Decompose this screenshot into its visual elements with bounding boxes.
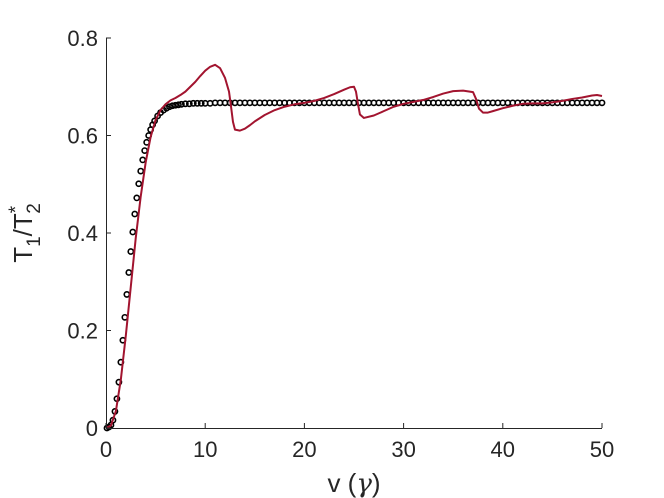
- data-point: [185, 100, 193, 108]
- x-tick-label: 10: [193, 437, 217, 462]
- data-point: [141, 147, 149, 155]
- y-tick-label: 0: [86, 416, 98, 441]
- data-point: [169, 102, 176, 110]
- x-tick-label: 40: [491, 437, 515, 462]
- x-tick-label: 30: [391, 437, 415, 462]
- axes: [106, 38, 602, 429]
- y-axis-label: T1/T*2: [6, 203, 45, 263]
- ticks: 0 10 20 30 40 50 0 0.2 0.4 0.6 0.8: [67, 26, 614, 462]
- y-tick-label: 0.4: [67, 221, 98, 246]
- data-point: [127, 248, 135, 255]
- data-point: [598, 99, 606, 107]
- plot-area: [103, 63, 606, 432]
- x-tick-label: 20: [292, 437, 316, 462]
- marker-series: [103, 99, 606, 432]
- data-point: [197, 99, 205, 107]
- data-point: [175, 101, 182, 109]
- data-point: [193, 99, 201, 107]
- data-point: [131, 210, 139, 218]
- data-point: [129, 228, 137, 236]
- data-point: [139, 156, 147, 164]
- data-point: [177, 100, 185, 108]
- data-point: [189, 99, 197, 107]
- data-point: [125, 269, 133, 276]
- x-tick-label: 0: [100, 437, 112, 462]
- data-point: [115, 378, 123, 386]
- data-point: [135, 180, 143, 188]
- data-point: [181, 100, 189, 108]
- data-point: [123, 291, 131, 298]
- data-point: [137, 167, 145, 175]
- y-tick-label: 0.6: [67, 124, 98, 149]
- data-point: [172, 101, 179, 109]
- data-point: [133, 194, 141, 202]
- y-tick-label: 0.2: [67, 319, 98, 344]
- x-axis-label: v (γ): [327, 468, 380, 498]
- line-series: [105, 63, 603, 429]
- y-tick-label: 0.8: [67, 26, 98, 51]
- x-tick-label: 50: [590, 437, 614, 462]
